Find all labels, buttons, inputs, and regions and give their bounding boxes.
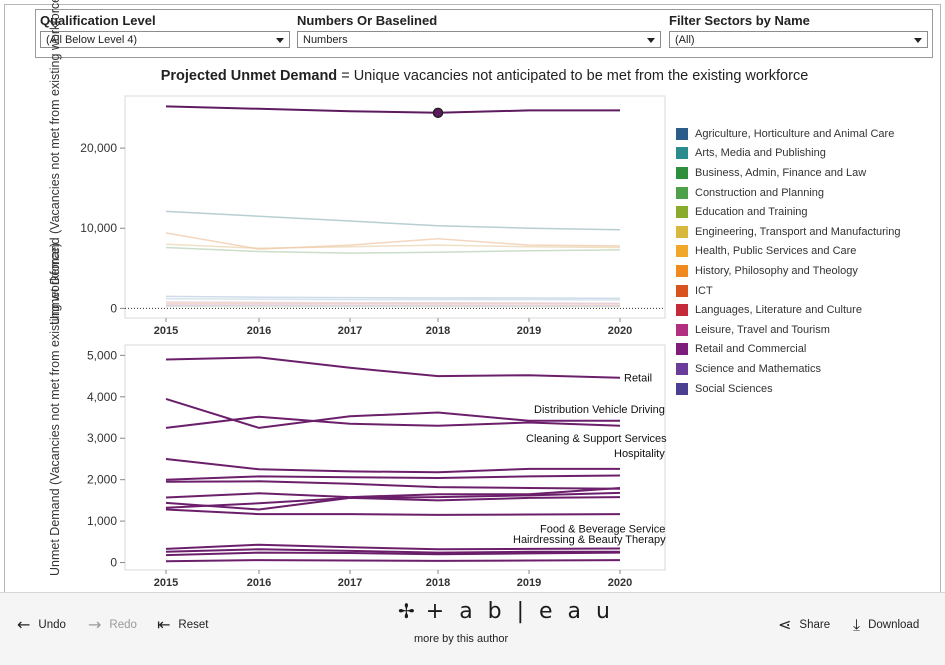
- x-tick-label: 2015: [154, 577, 178, 589]
- series-label: Distribution Vehicle Driving: [534, 404, 665, 416]
- x-tick-label: 2019: [517, 325, 541, 337]
- legend-swatch: [676, 324, 688, 336]
- legend-swatch: [676, 304, 688, 316]
- legend-item[interactable]: Languages, Literature and Culture: [676, 300, 936, 320]
- x-tick-label: 2020: [608, 577, 632, 589]
- legend-label: Leisure, Travel and Tourism: [695, 324, 830, 336]
- legend-swatch: [676, 285, 688, 297]
- legend-label: Business, Admin, Finance and Law: [695, 167, 866, 179]
- legend-item[interactable]: Construction and Planning: [676, 183, 936, 203]
- legend-label: Social Sciences: [695, 383, 773, 395]
- legend-label: Engineering, Transport and Manufacturing: [695, 226, 900, 238]
- reset-icon: ⇤: [157, 615, 170, 634]
- x-tick-label: 2017: [338, 577, 362, 589]
- y-tick-label: 20,000: [80, 141, 117, 155]
- y-tick-label: 1,000: [87, 514, 117, 528]
- legend-item[interactable]: Leisure, Travel and Tourism: [676, 320, 936, 340]
- share-label: Share: [799, 619, 830, 631]
- tableau-wordmark: + a b | e a u: [426, 599, 614, 624]
- legend-item[interactable]: Engineering, Transport and Manufacturing: [676, 222, 936, 242]
- x-tick-label: 2017: [338, 325, 362, 337]
- y-tick-label: 0: [110, 301, 117, 315]
- y-tick-label: 5,000: [87, 348, 117, 362]
- series-label: Hairdressing & Beauty Therapy: [513, 534, 666, 546]
- reset-label: Reset: [178, 619, 208, 631]
- legend-swatch: [676, 128, 688, 140]
- x-tick-label: 2016: [247, 325, 271, 337]
- sector-legend: Agriculture, Horticulture and Animal Car…: [676, 124, 936, 398]
- legend-label: Construction and Planning: [695, 187, 824, 199]
- legend-swatch: [676, 226, 688, 238]
- legend-item[interactable]: ICT: [676, 281, 936, 301]
- legend-label: Education and Training: [695, 206, 808, 218]
- download-button[interactable]: ⤓ Download: [853, 615, 919, 635]
- undo-button[interactable]: ← Undo: [17, 615, 66, 634]
- series-label: Hospitality: [614, 448, 665, 460]
- series-line: [166, 305, 620, 306]
- legend-swatch: [676, 265, 688, 277]
- legend-item[interactable]: Agriculture, Horticulture and Animal Car…: [676, 124, 936, 144]
- x-tick-label: 2016: [247, 577, 271, 589]
- legend-swatch: [676, 343, 688, 355]
- legend-swatch: [676, 383, 688, 395]
- series-line: [166, 560, 620, 561]
- highlight-point: [434, 108, 443, 117]
- x-tick-label: 2019: [517, 577, 541, 589]
- legend-label: Languages, Literature and Culture: [695, 304, 862, 316]
- legend-label: Science and Mathematics: [695, 363, 821, 375]
- legend-item[interactable]: History, Philosophy and Theology: [676, 261, 936, 281]
- series-label: Food & Beverage Service: [540, 523, 665, 535]
- x-tick-label: 2018: [426, 577, 450, 589]
- plot-area: [125, 96, 665, 318]
- legend-item[interactable]: Social Sciences: [676, 379, 936, 399]
- legend-swatch: [676, 167, 688, 179]
- legend-label: History, Philosophy and Theology: [695, 265, 858, 277]
- y-tick-label: 0: [110, 556, 117, 570]
- share-button[interactable]: ⋖ Share: [778, 615, 830, 634]
- undo-label: Undo: [38, 619, 66, 631]
- legend-label: Agriculture, Horticulture and Animal Car…: [695, 128, 894, 140]
- legend-swatch: [676, 363, 688, 375]
- y-tick-label: 4,000: [87, 390, 117, 404]
- legend-item[interactable]: Health, Public Services and Care: [676, 242, 936, 262]
- legend-item[interactable]: Science and Mathematics: [676, 359, 936, 379]
- more-by-author-link[interactable]: more by this author: [414, 633, 508, 645]
- legend-label: Health, Public Services and Care: [695, 245, 856, 257]
- x-tick-label: 2020: [608, 325, 632, 337]
- x-tick-label: 2015: [154, 325, 178, 337]
- share-icon: ⋖: [778, 615, 791, 634]
- y-tick-label: 10,000: [80, 221, 117, 235]
- legend-label: Arts, Media and Publishing: [695, 147, 826, 159]
- y-tick-label: 2,000: [87, 473, 117, 487]
- arrow-left-icon: ←: [17, 615, 30, 634]
- legend-swatch: [676, 187, 688, 199]
- legend-item[interactable]: Retail and Commercial: [676, 340, 936, 360]
- legend-item[interactable]: Education and Training: [676, 202, 936, 222]
- tableau-toolbar: ← Undo → Redo ⇤ Reset ✢ + a b | e a u mo…: [0, 592, 945, 665]
- x-tick-label: 2018: [426, 325, 450, 337]
- y-tick-label: 3,000: [87, 431, 117, 445]
- tableau-logo[interactable]: ✢ + a b | e a u: [398, 599, 614, 624]
- series-label: Retail: [624, 373, 652, 385]
- download-icon: ⤓: [853, 615, 860, 635]
- download-label: Download: [868, 619, 919, 631]
- legend-item[interactable]: Business, Admin, Finance and Law: [676, 163, 936, 183]
- legend-label: ICT: [695, 285, 713, 297]
- legend-swatch: [676, 206, 688, 218]
- legend-label: Retail and Commercial: [695, 343, 806, 355]
- tableau-cross-icon: ✢: [398, 599, 415, 623]
- series-line: [166, 299, 620, 300]
- legend-swatch: [676, 147, 688, 159]
- reset-button[interactable]: ⇤ Reset: [157, 615, 208, 634]
- series-label: Cleaning & Support Services: [526, 433, 667, 445]
- arrow-right-icon: →: [88, 615, 101, 634]
- legend-swatch: [676, 245, 688, 257]
- redo-label: Redo: [109, 619, 137, 631]
- redo-button[interactable]: → Redo: [88, 615, 137, 634]
- legend-item[interactable]: Arts, Media and Publishing: [676, 144, 936, 164]
